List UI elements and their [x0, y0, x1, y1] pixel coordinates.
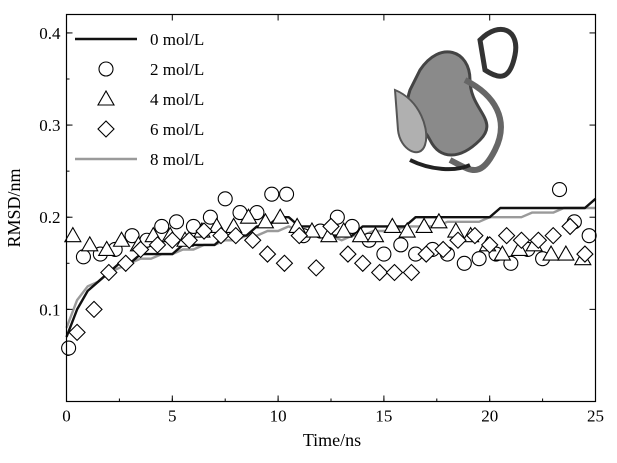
data-point-circle: [456, 255, 472, 271]
data-point-triangle: [351, 226, 370, 243]
data-point-triangle: [398, 221, 417, 238]
data-point-circle: [154, 218, 170, 234]
data-point-triangle: [97, 89, 115, 106]
x-tick-label: 20: [481, 407, 498, 426]
marker-layer: [61, 182, 597, 356]
data-point-triangle: [556, 244, 575, 261]
data-point-diamond: [258, 245, 277, 263]
data-point-triangle: [334, 221, 353, 238]
data-point-circle: [98, 61, 114, 77]
data-point-triangle: [366, 226, 385, 243]
y-tick-label: 0.4: [39, 24, 61, 43]
data-point-triangle: [303, 221, 321, 238]
data-point-diamond: [307, 259, 325, 277]
legend-label: 4 mol/L: [150, 90, 204, 109]
data-point-diamond: [97, 120, 115, 138]
data-point-diamond: [212, 226, 230, 245]
data-point-diamond: [163, 231, 182, 250]
data-point-diamond: [131, 240, 150, 259]
legend-label: 0 mol/L: [150, 30, 204, 49]
data-point-diamond: [466, 226, 484, 245]
y-tick-label: 0.2: [39, 208, 60, 227]
data-point-diamond: [322, 217, 340, 236]
x-tick-label: 5: [168, 407, 177, 426]
data-point-circle: [217, 191, 233, 207]
data-point-diamond: [529, 231, 548, 250]
data-point-diamond: [370, 263, 389, 282]
data-point-diamond: [116, 254, 135, 273]
data-point-diamond: [385, 263, 404, 282]
data-point-circle: [168, 214, 185, 230]
data-point-triangle: [256, 212, 275, 229]
data-point-diamond: [180, 231, 199, 250]
y-axis-title: RMSD/nm: [4, 168, 24, 247]
data-point-circle: [376, 246, 392, 262]
data-point-diamond: [100, 263, 118, 282]
data-point-diamond: [85, 300, 103, 319]
data-point-diamond: [417, 245, 435, 263]
data-point-circle: [202, 209, 218, 225]
data-point-triangle: [429, 212, 448, 229]
data-point-diamond: [353, 254, 372, 273]
x-tick-label: 10: [270, 407, 287, 426]
y-tick-label: 0.1: [39, 300, 60, 319]
legend: 0 mol/L 2 mol/L 4 mol/L 6 mol/L 8 mol/L: [75, 30, 204, 169]
data-point-triangle: [63, 226, 82, 243]
data-point-circle: [393, 237, 409, 253]
data-point-circle: [61, 340, 77, 356]
x-tick-label: 0: [62, 407, 71, 426]
y-tick-label: 0.3: [39, 116, 60, 135]
data-point-circle: [124, 228, 140, 244]
data-point-circle: [279, 186, 295, 202]
data-point-diamond: [339, 245, 357, 263]
data-point-diamond: [402, 263, 421, 282]
data-point-diamond: [195, 222, 213, 240]
data-point-diamond: [512, 231, 531, 250]
data-point-triangle: [239, 208, 258, 224]
data-point-diamond: [561, 217, 579, 236]
protein-structure-inset: [393, 26, 519, 173]
data-point-diamond: [434, 240, 452, 259]
legend-label: 2 mol/L: [150, 60, 204, 79]
data-point-triangle: [97, 240, 116, 257]
data-point-triangle: [510, 240, 529, 257]
data-point-diamond: [544, 226, 562, 245]
data-point-triangle: [271, 208, 290, 224]
data-point-triangle: [80, 235, 99, 252]
data-point-diamond: [148, 236, 167, 254]
data-point-circle: [551, 182, 568, 198]
data-point-triangle: [383, 217, 402, 233]
ticks-layer: 0 5 10 15 20 25 0.1 0.2 0.3 0.4: [39, 14, 604, 426]
data-point-diamond: [576, 245, 594, 263]
data-point-diamond: [480, 236, 499, 254]
data-point-triangle: [319, 226, 338, 243]
x-tick-label: 15: [375, 407, 392, 426]
data-point-circle: [471, 251, 487, 267]
data-point-diamond: [497, 226, 516, 245]
x-tick-label: 25: [587, 407, 604, 426]
data-point-diamond: [275, 254, 294, 273]
data-point-circle: [75, 249, 91, 265]
data-point-diamond: [449, 231, 467, 250]
data-point-triangle: [542, 244, 561, 261]
x-axis-title: Time/ns: [303, 430, 361, 450]
data-point-circle: [581, 228, 597, 244]
legend-label: 6 mol/L: [150, 120, 204, 139]
data-point-triangle: [415, 217, 434, 233]
legend-label: 8 mol/L: [150, 150, 204, 169]
data-point-diamond: [227, 226, 245, 245]
data-point-triangle: [493, 244, 512, 261]
data-point-triangle: [112, 231, 131, 247]
data-point-diamond: [243, 231, 262, 250]
data-point-diamond: [68, 323, 86, 342]
data-point-circle: [264, 186, 280, 202]
data-point-diamond: [290, 226, 309, 245]
